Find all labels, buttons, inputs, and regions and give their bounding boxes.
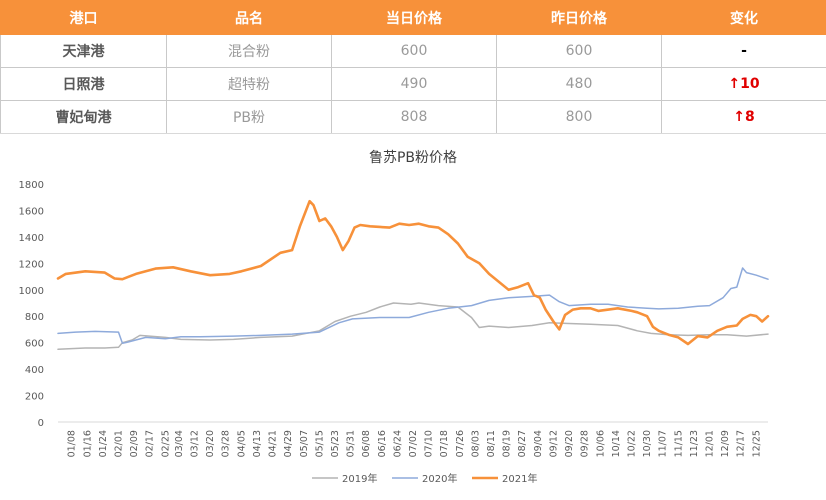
x-tick-label: 08/19 <box>502 430 513 457</box>
y-tick-label: 600 <box>25 339 44 350</box>
x-tick-label: 04/21 <box>268 430 279 457</box>
x-tick-label: 07/02 <box>408 430 419 457</box>
y-tick-label: 800 <box>25 312 44 323</box>
port-cell: 天津港 <box>1 35 167 68</box>
x-tick-label: 05/15 <box>314 430 325 457</box>
x-tick-label: 08/11 <box>486 430 497 457</box>
header-yesterday-price: 昨日价格 <box>497 1 662 35</box>
change-cell: ↑10 <box>662 68 826 101</box>
x-tick-label: 02/01 <box>113 430 124 457</box>
port-cell: 日照港 <box>1 68 167 101</box>
x-tick-label: 12/01 <box>704 430 715 457</box>
x-tick-label: 05/23 <box>330 430 341 457</box>
x-tick-label: 06/24 <box>392 430 403 457</box>
x-tick-label: 02/25 <box>160 430 171 457</box>
x-tick-label: 07/18 <box>439 430 450 457</box>
x-tick-label: 03/12 <box>190 430 201 457</box>
x-tick-label: 06/08 <box>361 430 372 457</box>
y-axis: 0 200 400 600 800 1000 1200 1400 1600 1800 <box>19 180 44 429</box>
x-tick-label: 12/17 <box>736 430 747 457</box>
x-tick-label: 07/26 <box>455 430 466 457</box>
x-tick-label: 03/04 <box>174 430 185 457</box>
y-tick-label: 1200 <box>19 259 44 270</box>
up-arrow-icon: ↑ <box>728 76 740 92</box>
change-cell: - <box>662 35 826 68</box>
series-line <box>58 303 768 349</box>
product-cell: 超特粉 <box>167 68 332 101</box>
legend-label: 2021年 <box>502 472 537 485</box>
product-cell: PB粉 <box>167 101 332 134</box>
chart-container: 鲁苏PB粉价格 0 200 400 600 800 1000 1200 1400 1600 180… <box>0 133 826 496</box>
table-row: 天津港 混合粉 600 600 - <box>1 35 826 68</box>
yesterday-price-cell: 480 <box>497 68 662 101</box>
x-tick-label: 04/05 <box>236 430 247 457</box>
x-tick-label: 02/09 <box>129 430 140 457</box>
x-tick-label: 09/12 <box>548 430 559 457</box>
change-value: 8 <box>745 109 755 125</box>
change-value: 10 <box>740 76 759 92</box>
today-price-cell: 490 <box>332 68 497 101</box>
y-tick-label: 1400 <box>19 233 44 244</box>
today-price-cell: 600 <box>332 35 497 68</box>
x-tick-label: 03/20 <box>205 430 216 457</box>
x-tick-label: 10/06 <box>595 430 606 457</box>
x-tick-label: 02/17 <box>145 430 156 457</box>
x-tick-label: 01/16 <box>82 430 93 457</box>
up-arrow-icon: ↑ <box>733 109 745 125</box>
x-tick-label: 07/10 <box>424 430 435 457</box>
product-cell: 混合粉 <box>167 35 332 68</box>
y-tick-label: 1800 <box>19 180 44 191</box>
legend-label: 2019年 <box>342 472 377 485</box>
plot-area <box>58 201 768 349</box>
x-tick-label: 04/29 <box>283 430 294 457</box>
chart-title: 鲁苏PB粉价格 <box>369 150 457 166</box>
x-tick-label: 06/16 <box>377 430 388 457</box>
x-tick-label: 10/14 <box>611 430 622 457</box>
x-tick-label: 01/08 <box>67 430 78 457</box>
x-tick-label: 08/27 <box>517 430 528 457</box>
x-tick-label: 12/25 <box>751 430 762 457</box>
table-row: 日照港 超特粉 490 480 ↑10 <box>1 68 826 101</box>
table-header-row: 港口 品名 当日价格 昨日价格 变化 <box>1 1 826 35</box>
x-tick-label: 12/09 <box>720 430 731 457</box>
x-tick-label: 09/04 <box>533 430 544 457</box>
header-today-price: 当日价格 <box>332 1 497 35</box>
x-tick-label: 04/13 <box>252 430 263 457</box>
legend: 2019年 2020年 2021年 <box>312 472 537 485</box>
y-tick-label: 0 <box>38 418 44 429</box>
x-tick-label: 11/07 <box>658 430 669 457</box>
x-tick-label: 05/07 <box>299 430 310 457</box>
x-tick-label: 05/31 <box>346 430 357 457</box>
yesterday-price-cell: 600 <box>497 35 662 68</box>
x-tick-label: 11/15 <box>673 430 684 457</box>
header-product: 品名 <box>167 1 332 35</box>
price-table: 港口 品名 当日价格 昨日价格 变化 天津港 混合粉 600 600 - 日照港… <box>0 0 826 134</box>
x-tick-label: 01/24 <box>98 430 109 457</box>
x-tick-label: 09/20 <box>564 430 575 457</box>
x-tick-label: 10/22 <box>626 430 637 457</box>
y-tick-label: 1600 <box>19 206 44 217</box>
change-value: - <box>741 43 747 59</box>
change-cell: ↑8 <box>662 101 826 134</box>
port-cell: 曹妃甸港 <box>1 101 167 134</box>
header-change: 变化 <box>662 1 826 35</box>
legend-label: 2020年 <box>422 472 457 485</box>
header-port: 港口 <box>1 1 167 35</box>
x-tick-label: 03/28 <box>221 430 232 457</box>
yesterday-price-cell: 800 <box>497 101 662 134</box>
x-tick-label: 08/03 <box>470 430 481 457</box>
x-tick-label: 10/30 <box>642 430 653 457</box>
table-row: 曹妃甸港 PB粉 808 800 ↑8 <box>1 101 826 134</box>
series-line <box>58 201 768 344</box>
y-tick-label: 200 <box>25 392 44 403</box>
y-tick-label: 1000 <box>19 286 44 297</box>
x-tick-label: 11/23 <box>689 430 700 457</box>
today-price-cell: 808 <box>332 101 497 134</box>
y-tick-label: 400 <box>25 365 44 376</box>
line-chart: 鲁苏PB粉价格 0 200 400 600 800 1000 1200 1400 1600 180… <box>0 134 826 496</box>
x-tick-label: 09/28 <box>580 430 591 457</box>
